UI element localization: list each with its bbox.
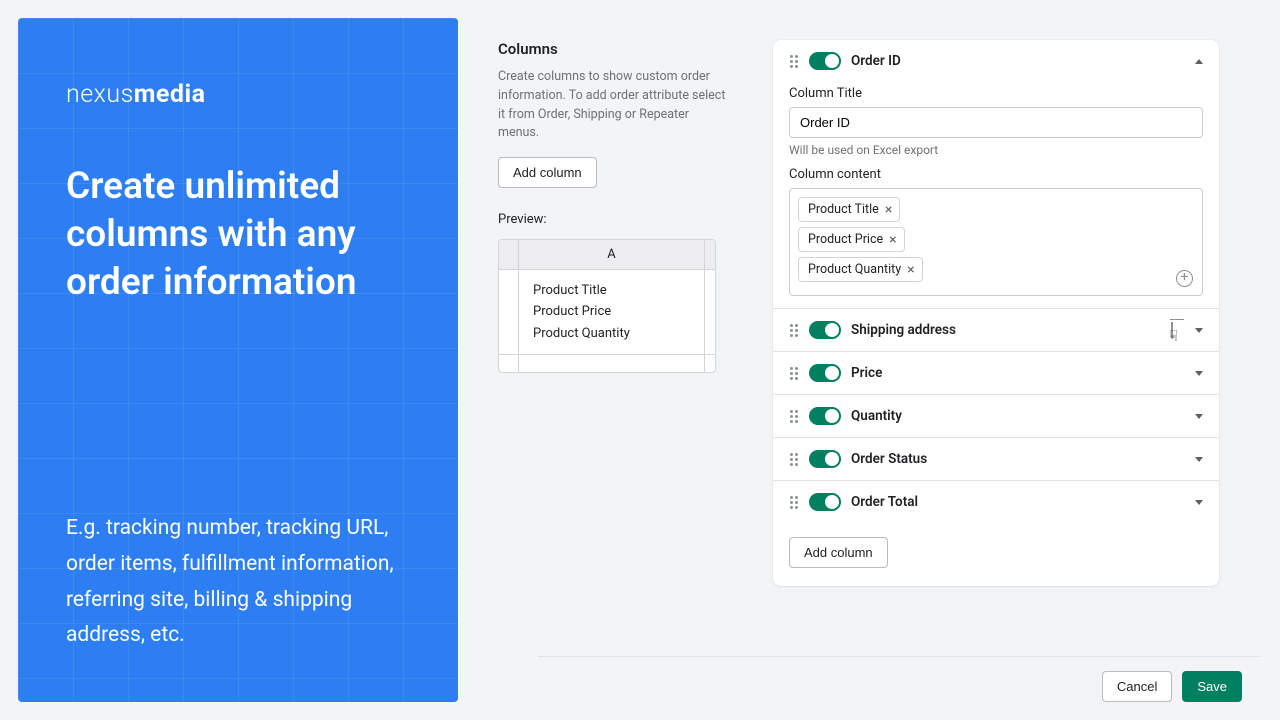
column-toggle[interactable] [809,52,841,70]
tag-label: Product Title [808,202,879,217]
logo-bold: media [134,80,206,109]
column-title: Order Total [851,494,1185,510]
save-button[interactable]: Save [1182,671,1242,702]
column-content-box[interactable]: Product Title×Product Price×Product Quan… [789,188,1203,296]
add-tag-icon[interactable]: + [1176,270,1193,287]
column-title-input[interactable] [789,107,1203,138]
expand-icon[interactable] [1195,457,1203,462]
drag-handle-icon[interactable] [789,367,799,380]
preview-cell: Product Title [533,280,690,301]
column-title-hint: Will be used on Excel export [789,143,1203,157]
column-title-label: Column Title [789,86,1203,101]
column-title: Shipping address [851,322,1161,338]
promo-banner: nexusmedia Create unlimited columns with… [18,18,458,702]
expand-icon[interactable] [1195,371,1203,376]
column-title: Order Status [851,451,1185,467]
tag-label: Product Price [808,232,883,247]
drag-handle-icon[interactable] [789,453,799,466]
expand-icon[interactable] [1195,500,1203,505]
brand-logo: nexusmedia [66,80,410,109]
drag-handle-icon[interactable] [789,496,799,509]
section-title: Columns [498,40,733,58]
preview-cell: Product Price [533,301,690,322]
action-bar: Cancel Save [538,656,1260,702]
cancel-button[interactable]: Cancel [1102,671,1172,702]
delete-column-icon[interactable] [1171,322,1173,339]
drag-handle-icon[interactable] [789,410,799,423]
column-title: Quantity [851,408,1185,424]
expand-icon[interactable] [1195,328,1203,333]
preview-col-header: A [519,240,705,269]
preview-table: A Product TitleProduct PriceProduct Quan… [498,239,716,373]
remove-tag-icon[interactable]: × [889,233,896,247]
column-title: Order ID [851,53,1185,69]
preview-cell: Product Quantity [533,323,690,344]
column-toggle[interactable] [809,450,841,468]
content-tag: Product Quantity × [798,257,923,282]
content-tag: Product Price × [798,227,905,252]
columns-panel: Order ID Column Title Will be used on Ex… [773,40,1219,586]
banner-subtext: E.g. tracking number, tracking URL, orde… [66,511,410,654]
logo-light: nexus [66,80,134,109]
column-toggle[interactable] [809,321,841,339]
remove-tag-icon[interactable]: × [885,203,892,217]
banner-headline: Create unlimited columns with any order … [66,163,410,307]
drag-handle-icon[interactable] [789,55,799,68]
content-tag: Product Title × [798,197,900,222]
preview-label: Preview: [498,212,733,227]
add-column-button[interactable]: Add column [498,157,597,188]
expand-icon[interactable] [1195,414,1203,419]
remove-tag-icon[interactable]: × [907,263,914,277]
column-title: Price [851,365,1185,381]
column-toggle[interactable] [809,364,841,382]
tag-label: Product Quantity [808,262,901,277]
column-content-label: Column content [789,167,1203,182]
column-toggle[interactable] [809,493,841,511]
panel-add-column-button[interactable]: Add column [789,537,888,568]
collapse-icon[interactable] [1195,59,1203,64]
section-description: Create columns to show custom order info… [498,68,733,143]
drag-handle-icon[interactable] [789,324,799,337]
column-toggle[interactable] [809,407,841,425]
